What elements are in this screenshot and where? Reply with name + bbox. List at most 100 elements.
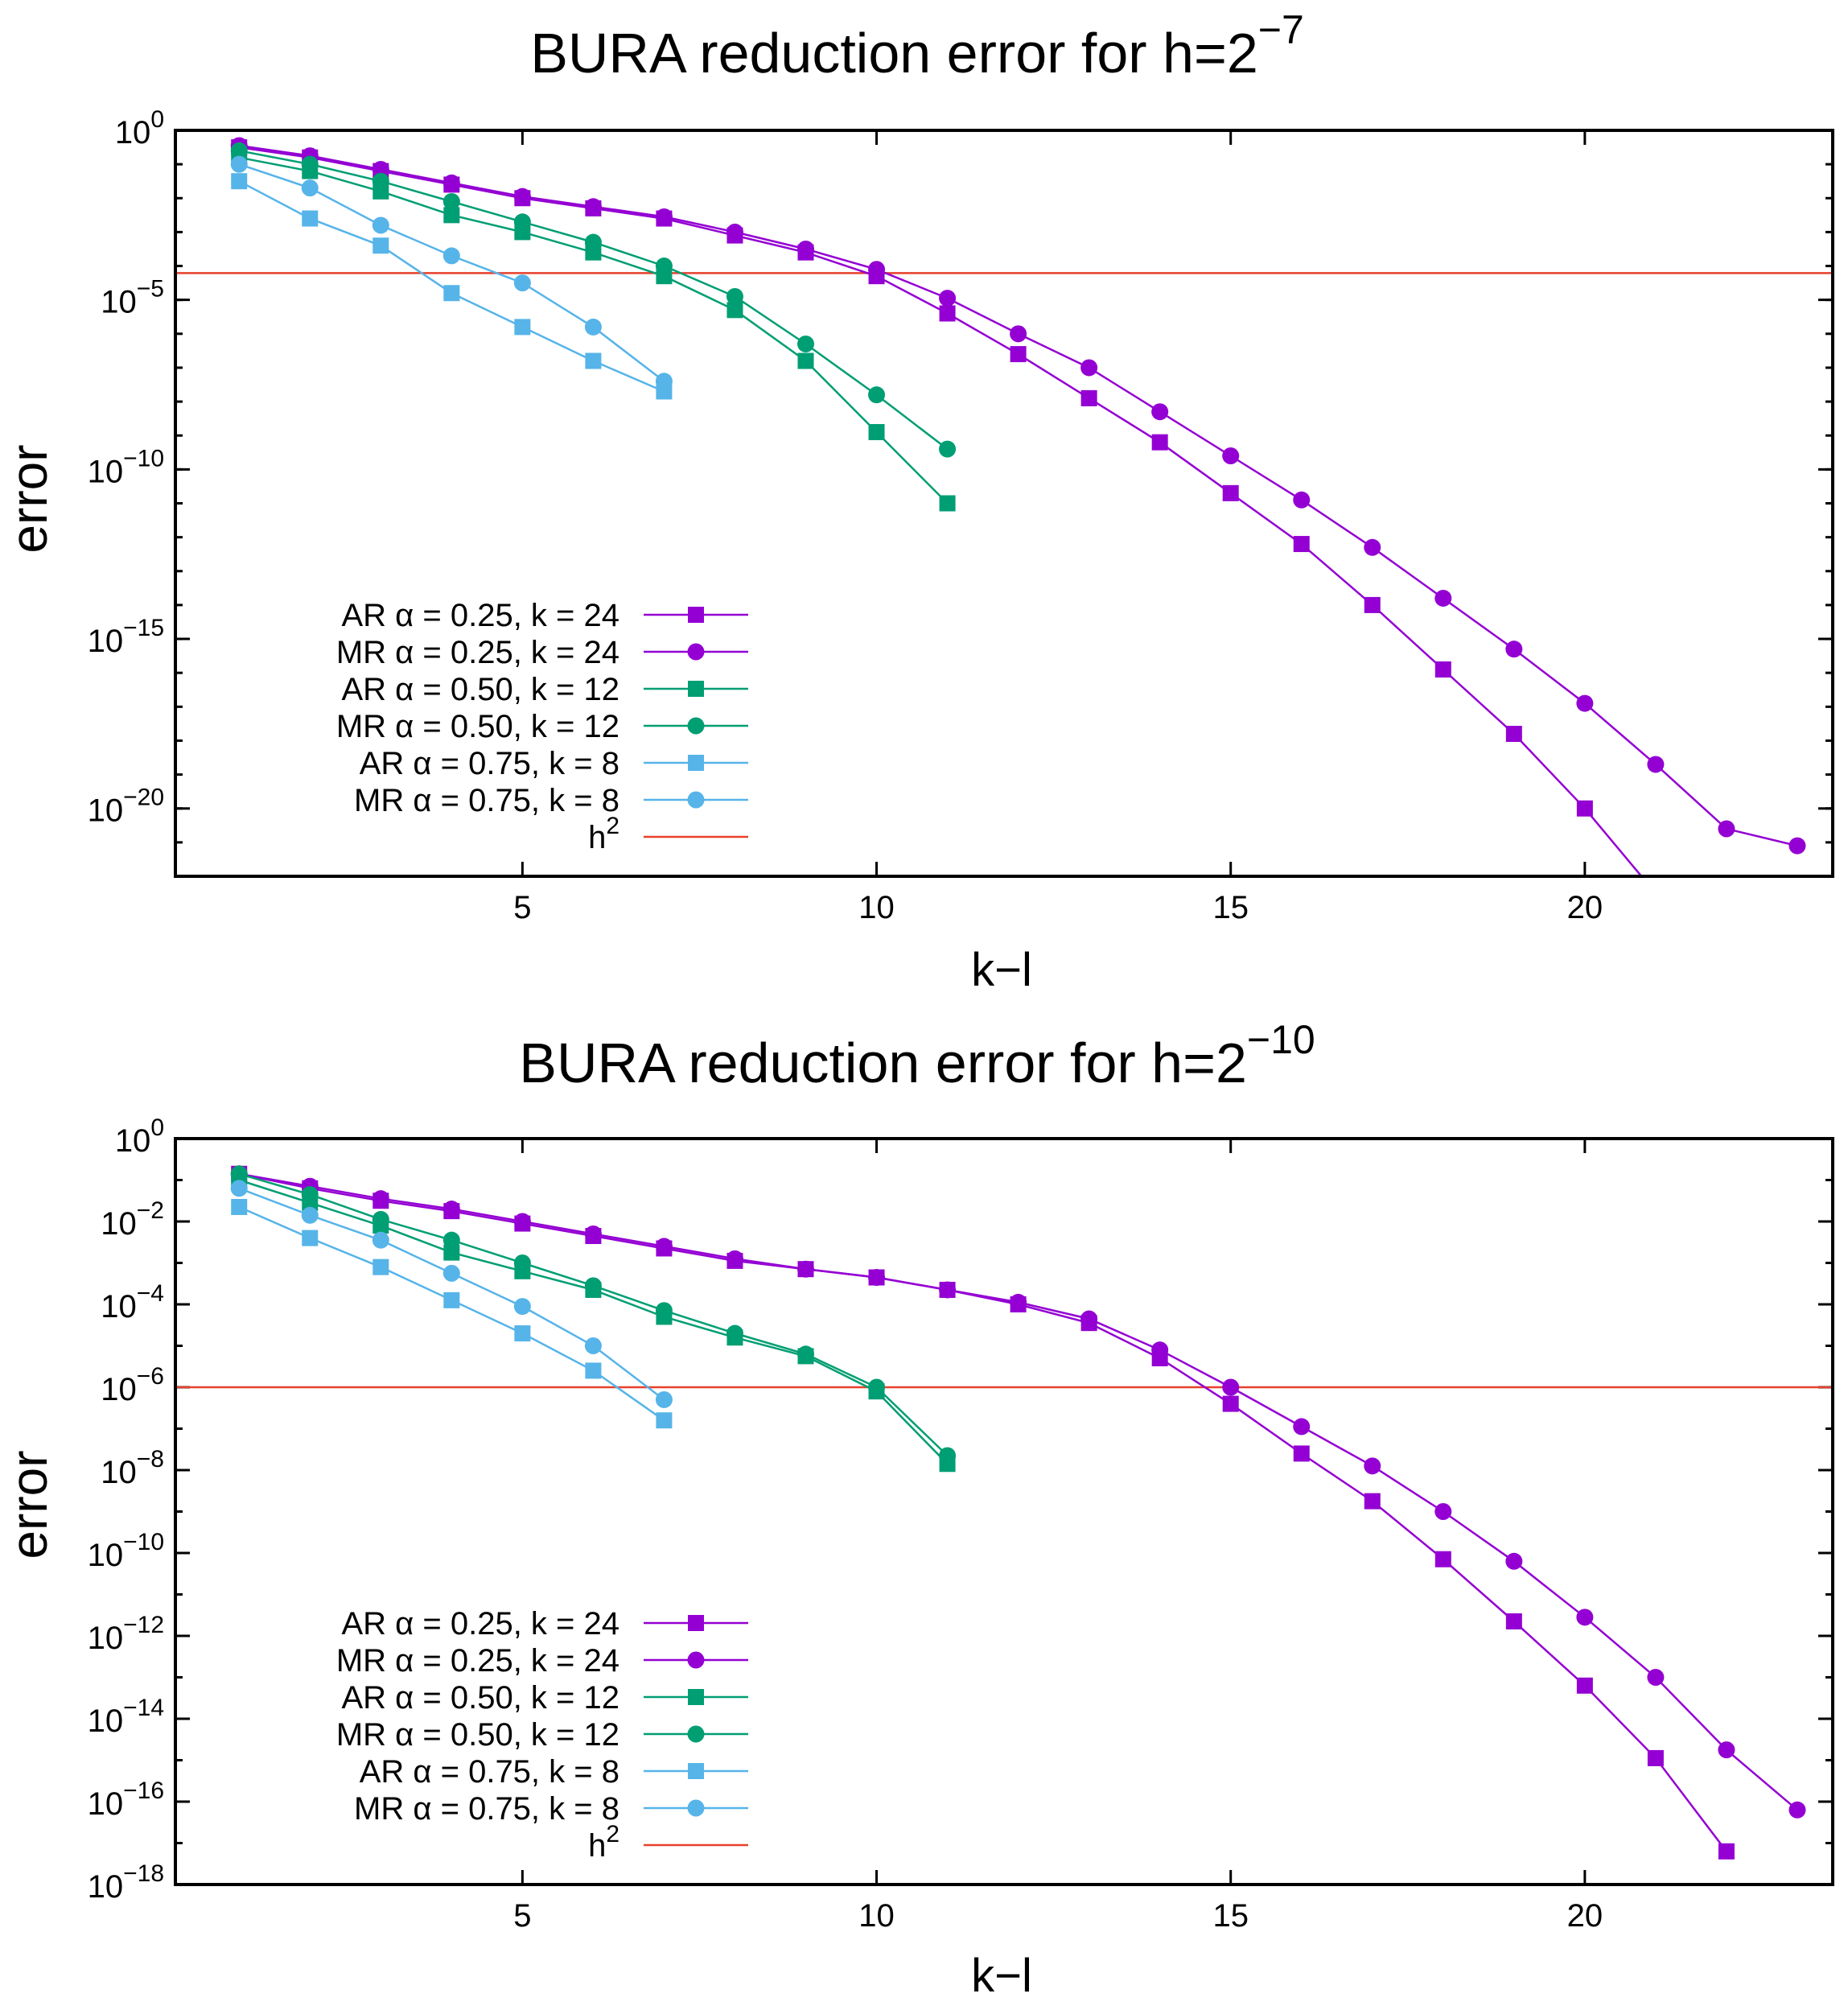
legend-entry: MR α = 0.75, k = 8 xyxy=(354,783,748,818)
data-point-circle xyxy=(301,155,319,173)
legend-label: AR α = 0.75, k = 8 xyxy=(360,746,619,781)
data-point-square xyxy=(443,1244,460,1261)
legend-entry: MR α = 0.25, k = 24 xyxy=(336,1643,748,1679)
plot-frame xyxy=(174,1137,1834,1886)
data-point-circle xyxy=(1222,1378,1240,1396)
y-tick-exponent: −20 xyxy=(123,785,164,811)
data-point-circle xyxy=(584,233,602,251)
y-tick-exponent: −14 xyxy=(123,1695,164,1721)
data-point-circle xyxy=(1293,1418,1311,1436)
data-point-circle xyxy=(1434,589,1452,607)
y-tick-mantissa: 10 xyxy=(88,1538,124,1573)
legend-label: AR α = 0.25, k = 24 xyxy=(341,598,619,633)
y-tick-exponent: −6 xyxy=(137,1363,164,1390)
data-point-circle xyxy=(1222,447,1240,465)
data-point-circle xyxy=(1293,491,1311,509)
y-tick-exponent: −4 xyxy=(137,1280,164,1307)
data-point-circle xyxy=(868,386,886,404)
data-point-circle xyxy=(372,160,389,178)
legend-label: MR α = 0.50, k = 12 xyxy=(336,709,619,744)
y-tick-exponent: −16 xyxy=(123,1777,164,1804)
data-point-square xyxy=(1718,1843,1735,1860)
data-point-circle xyxy=(372,1210,389,1228)
chart-title: BURA reduction error for h=2−10 xyxy=(519,1017,1315,1094)
y-tick-label: 10−8 xyxy=(101,1446,164,1490)
data-point-circle xyxy=(726,223,743,241)
legend-marker-circle xyxy=(687,791,705,809)
data-point-square xyxy=(1080,389,1097,406)
x-tick-label: 10 xyxy=(858,1898,895,1934)
x-axis-label: k−l xyxy=(971,1950,1032,2002)
series-line xyxy=(239,146,1643,876)
y-tick-exponent: −2 xyxy=(137,1197,164,1224)
data-point-circle xyxy=(655,1302,673,1320)
data-point-circle xyxy=(797,335,815,352)
y-tick-exponent: −12 xyxy=(123,1612,164,1638)
data-point-circle xyxy=(584,1225,602,1242)
data-point-circle xyxy=(1576,1609,1594,1626)
data-point-circle xyxy=(1434,1503,1452,1520)
data-point-circle xyxy=(372,216,389,234)
data-point-circle xyxy=(372,1231,389,1249)
plot-frame xyxy=(174,129,1834,878)
data-point-square xyxy=(1151,434,1168,451)
y-tick-label: 10−5 xyxy=(101,276,164,320)
data-point-circle xyxy=(584,1337,602,1354)
y-tick-exponent: 0 xyxy=(150,1114,164,1141)
data-point-circle xyxy=(655,257,673,275)
legend-entry: AR α = 0.75, k = 8 xyxy=(360,1754,748,1790)
data-point-square xyxy=(231,173,248,190)
y-tick-label: 10−10 xyxy=(88,1529,164,1573)
y-tick-mantissa: 10 xyxy=(115,1123,151,1159)
data-point-circle xyxy=(442,1231,460,1249)
y-tick-mantissa: 10 xyxy=(88,1869,124,1905)
y-tick-label: 10−16 xyxy=(88,1777,164,1822)
data-point-circle xyxy=(655,373,673,390)
data-point-square xyxy=(585,352,602,369)
data-point-circle xyxy=(797,1345,815,1363)
y-tick-label: 10−15 xyxy=(88,615,164,659)
legend-marker-square xyxy=(688,1689,704,1705)
chart-title: BURA reduction error for h=2−7 xyxy=(530,7,1304,84)
x-tick-label: 20 xyxy=(1567,890,1603,925)
data-point-circle xyxy=(230,142,248,159)
data-point-square xyxy=(868,424,885,441)
data-point-circle xyxy=(513,274,531,292)
legend-entry-h2: h2 xyxy=(588,813,748,855)
data-point-circle xyxy=(726,287,743,305)
legend-entry: AR α = 0.50, k = 12 xyxy=(341,1680,748,1716)
data-point-circle xyxy=(868,261,886,278)
legend-label: MR α = 0.75, k = 8 xyxy=(354,783,619,818)
data-point-circle xyxy=(1151,403,1169,421)
x-axis-label: k−l xyxy=(971,944,1032,996)
data-point-square xyxy=(1293,1445,1310,1462)
data-point-square xyxy=(443,1291,460,1308)
series-line xyxy=(238,1172,1727,1852)
legend-label: MR α = 0.50, k = 12 xyxy=(336,1717,619,1753)
x-tick-label: 5 xyxy=(513,1898,531,1934)
data-point-circle xyxy=(1080,1310,1098,1328)
data-point-circle xyxy=(1010,1293,1027,1311)
data-point-circle xyxy=(797,240,815,257)
legend-entry: MR α = 0.50, k = 12 xyxy=(336,1717,748,1753)
y-tick-mantissa: 10 xyxy=(88,1786,124,1822)
data-point-circle xyxy=(442,247,460,265)
legend-marker-square xyxy=(688,1763,704,1779)
data-point-circle xyxy=(868,1378,886,1396)
data-point-circle xyxy=(584,318,602,336)
data-point-square xyxy=(939,305,956,322)
data-point-square xyxy=(1222,484,1239,501)
data-point-circle xyxy=(1364,538,1381,556)
y-tick-mantissa: 10 xyxy=(88,793,124,829)
series xyxy=(230,1180,673,1408)
data-point-square xyxy=(1434,1551,1451,1567)
data-point-circle xyxy=(513,187,531,205)
data-point-square xyxy=(939,495,956,512)
data-point-circle xyxy=(584,198,602,216)
data-point-circle xyxy=(655,1390,673,1408)
legend-marker-square xyxy=(688,607,704,623)
data-point-circle xyxy=(584,1277,602,1295)
